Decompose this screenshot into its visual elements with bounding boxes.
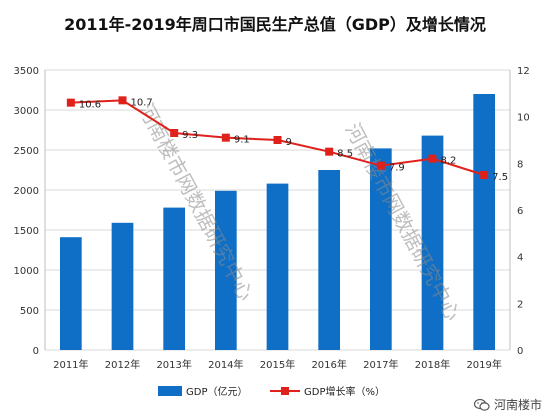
gdp-bars	[59, 94, 496, 350]
legend-swatch-growth-marker	[281, 387, 289, 395]
right-tick-label: 12	[517, 66, 530, 77]
gdp-bar	[214, 190, 237, 350]
x-tick-label: 2019年	[466, 358, 501, 371]
growth-rate-point	[170, 129, 179, 137]
right-tick-label: 10	[517, 113, 530, 124]
right-tick-label: 4	[517, 253, 523, 264]
x-axis: 2011年 2012年 2013年 2014年 2015年 2016年 2017年 2018年…	[53, 358, 502, 371]
left-tick-label: 2500	[14, 146, 39, 157]
right-tick-label: 8	[517, 159, 523, 170]
wechat-icon	[473, 398, 490, 411]
growth-rate-point	[221, 133, 230, 142]
brand-name: 河南楼市	[493, 398, 542, 412]
left-tick-label: 3000	[14, 106, 39, 117]
legend-label-growth: GDP增长率（%）	[304, 385, 385, 398]
left-tick-label: 3500	[14, 66, 39, 77]
x-tick-label: 2017年	[363, 358, 398, 371]
gdp-bar	[163, 207, 186, 350]
x-tick-label: 2011年	[53, 358, 88, 371]
right-axis: 0 2 4 6 8 10 12	[517, 66, 530, 357]
gdp-bar	[318, 170, 341, 350]
growth-rate-label: 9.1	[234, 135, 250, 146]
gdp-bar	[111, 222, 134, 350]
left-tick-label: 0	[33, 346, 39, 357]
growth-rate-label: 9	[286, 137, 292, 148]
legend: GDP（亿元） GDP增长率（%）	[158, 385, 385, 398]
growth-rate-label: 7.9	[389, 163, 405, 174]
gdp-bar	[421, 135, 444, 350]
x-tick-label: 2016年	[311, 358, 346, 371]
gdp-bar	[473, 94, 496, 350]
growth-rate-point	[428, 154, 437, 163]
right-tick-label: 2	[517, 299, 523, 310]
growth-rate-label: 10.7	[131, 97, 153, 108]
gdp-bar	[369, 148, 392, 350]
growth-rate-label: 8.2	[441, 156, 457, 167]
right-tick-label: 6	[517, 206, 523, 217]
left-axis: 0 500 1000 1500 2000 2500 3000 3500	[14, 66, 39, 357]
growth-rate-label: 7.5	[492, 172, 508, 183]
x-tick-label: 2014年	[208, 358, 243, 371]
x-tick-label: 2015年	[260, 358, 295, 371]
growth-rate-point	[273, 136, 282, 144]
x-tick-label: 2013年	[156, 358, 191, 371]
growth-rate-line: 10.6 10.7 9.3 9.1 9 8.5 7.9 8.2 7.5	[66, 96, 508, 183]
gdp-bar	[59, 237, 82, 350]
growth-rate-point	[66, 98, 75, 107]
left-tick-label: 2000	[14, 186, 39, 197]
left-tick-label: 1500	[14, 226, 39, 237]
growth-rate-point	[325, 147, 334, 156]
left-tick-label: 500	[20, 306, 39, 317]
x-tick-label: 2012年	[105, 358, 140, 371]
gdp-bar	[266, 183, 289, 350]
legend-swatch-gdp	[158, 386, 182, 396]
growth-rate-label: 8.5	[337, 149, 353, 160]
growth-rate-point	[376, 161, 385, 170]
growth-rate-point	[480, 171, 489, 179]
growth-rate-point	[118, 96, 127, 105]
chart-title: 2011年-2019年周口市国民生产总值（GDP）及增长情况	[64, 15, 486, 34]
legend-label-gdp: GDP（亿元）	[186, 385, 247, 398]
right-tick-label: 0	[517, 346, 523, 357]
growth-rate-label: 9.3	[182, 130, 198, 141]
growth-rate-label: 10.6	[79, 100, 101, 111]
brand-badge: 河南楼市	[473, 396, 542, 413]
x-tick-label: 2018年	[415, 358, 450, 371]
left-tick-label: 1000	[14, 266, 39, 277]
